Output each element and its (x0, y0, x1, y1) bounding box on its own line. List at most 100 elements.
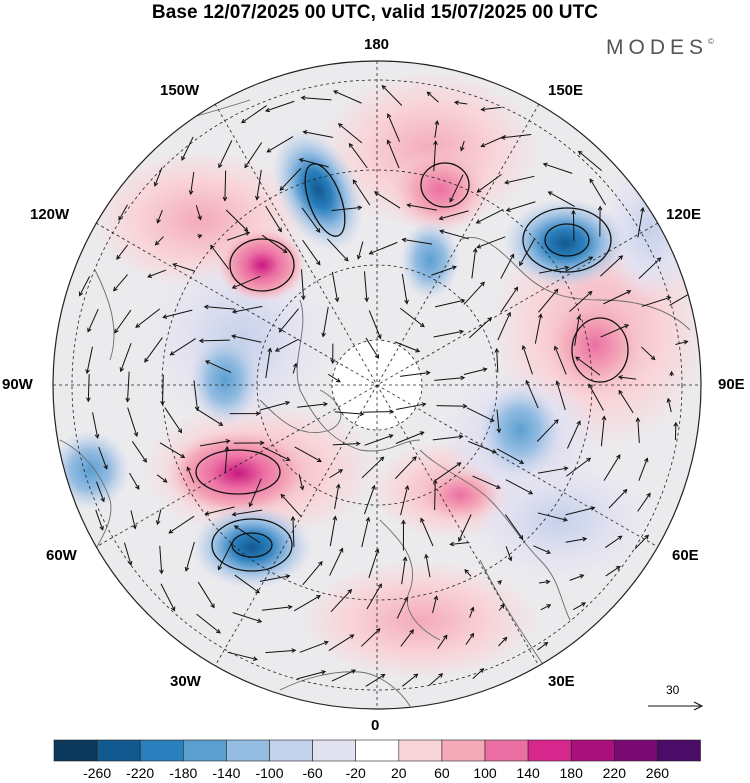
wind-vector-head (113, 286, 118, 292)
wind-vector-shaft (537, 512, 568, 521)
wind-vector-head (553, 345, 559, 351)
wind-vector-head (476, 244, 482, 249)
wind-vector-head (543, 641, 549, 647)
wind-vector-shaft (425, 554, 431, 578)
colorbar-swatch (53, 739, 98, 762)
wind-vector-shaft (399, 371, 430, 377)
wind-vector-shaft (573, 602, 586, 611)
wind-vector-head (409, 629, 414, 635)
wind-vector-shaft (261, 234, 287, 253)
wind-vector-head (666, 397, 672, 403)
wind-vector-shaft (232, 612, 262, 623)
wind-vector-shaft (365, 337, 379, 359)
wind-vector-head (469, 632, 475, 638)
wind-vector-head (673, 421, 679, 427)
wind-vector-shaft (329, 516, 336, 547)
wind-vector-head (368, 250, 374, 255)
wind-vector-head (451, 265, 457, 270)
map-title: Base 12/07/2025 00 UTC, valid 15/07/2025… (151, 2, 599, 23)
wind-vector-head (118, 215, 123, 221)
lon-label-180: 180 (364, 36, 390, 53)
wind-vector-shaft (364, 434, 393, 446)
wind-vector-shaft (525, 380, 539, 409)
wind-vector-shaft (156, 474, 168, 483)
wind-vector-head (243, 227, 249, 232)
wind-vector-shaft (565, 256, 593, 272)
wind-vector-head (257, 618, 263, 623)
negative-anomaly-laptev (400, 220, 460, 300)
wind-vector-head (291, 648, 297, 653)
wind-vector-shaft (637, 418, 640, 443)
wind-vector-shaft (113, 274, 128, 292)
wind-vector-shaft (224, 446, 228, 474)
wind-vector-head (184, 566, 190, 572)
wind-vector-head (79, 291, 84, 297)
wind-vector-shaft (172, 263, 196, 272)
wind-vector-head (301, 295, 306, 301)
wind-vector-head (433, 595, 439, 601)
wind-vector-shaft (87, 374, 90, 402)
wind-vector-shaft (331, 206, 362, 212)
wind-vector-head (579, 574, 585, 579)
wind-vector-head (103, 464, 108, 470)
wind-vector-head (491, 449, 497, 454)
lon-label-120w: 120W (30, 206, 70, 223)
wind-vector-shaft (574, 316, 580, 346)
wind-vector-shaft (365, 674, 385, 687)
wind-vector-head (348, 142, 354, 148)
wind-vector-shaft (468, 440, 497, 454)
wind-vector-head (513, 286, 519, 292)
wind-vector-shaft (92, 412, 99, 438)
wind-vector-shaft (327, 373, 341, 383)
wind-vector-shaft (135, 308, 161, 328)
wind-vector-shaft (498, 637, 508, 647)
wind-vector-shaft (496, 409, 500, 433)
colorbar-swatch (269, 739, 313, 762)
wind-vector-head (519, 459, 525, 464)
colorbar (53, 739, 701, 762)
wind-vector-head (285, 400, 291, 406)
colorbar-swatch (226, 739, 270, 762)
wind-vector-head (402, 556, 408, 562)
colorbar-tick-label: -60 (302, 765, 323, 781)
wind-vector-head (581, 602, 587, 607)
wind-vector-head (380, 673, 386, 679)
wind-vector-head (231, 334, 237, 339)
wind-vector-head (374, 354, 380, 359)
colorbar-tick-label: -260 (83, 765, 112, 781)
wind-vector-head (640, 206, 645, 212)
wind-vector-head (588, 383, 593, 389)
wind-vector-head (94, 433, 100, 439)
wind-vector-shaft (394, 456, 417, 479)
wind-vector-shaft (329, 469, 343, 479)
wind-vector-shaft (395, 403, 426, 411)
wind-vector-head (298, 157, 304, 163)
wind-vector-head (337, 123, 343, 128)
wind-vector-head (87, 327, 92, 333)
wind-vector-shaft (352, 179, 371, 206)
wind-vector-shaft (181, 136, 194, 161)
wind-vector-head (519, 261, 524, 267)
wind-vector-shaft (218, 140, 233, 168)
wind-vector-head (521, 344, 527, 350)
wind-vectors (79, 84, 697, 687)
wind-vector-head (215, 628, 221, 634)
map-boundary (52, 60, 702, 710)
wind-vector-shaft (118, 204, 128, 221)
wind-vector-shaft (505, 479, 533, 495)
graticule (53, 61, 701, 709)
wind-vector-head (507, 556, 513, 562)
wind-vector-shaft (329, 548, 344, 576)
colorbar-swatch (96, 739, 141, 762)
wind-vector-head (302, 130, 308, 135)
wind-vector-shaft (634, 534, 649, 550)
wind-vector-head (646, 492, 651, 498)
wind-vector-shaft (301, 269, 305, 300)
wind-vector-head (582, 536, 588, 542)
wind-vector-shaft (454, 101, 468, 105)
wind-vector-head (453, 100, 459, 106)
wind-vector-head (403, 596, 408, 602)
wind-vector-head (502, 636, 508, 642)
wind-vector-shaft (505, 175, 535, 184)
colorbar-tick-label: -180 (169, 765, 198, 781)
